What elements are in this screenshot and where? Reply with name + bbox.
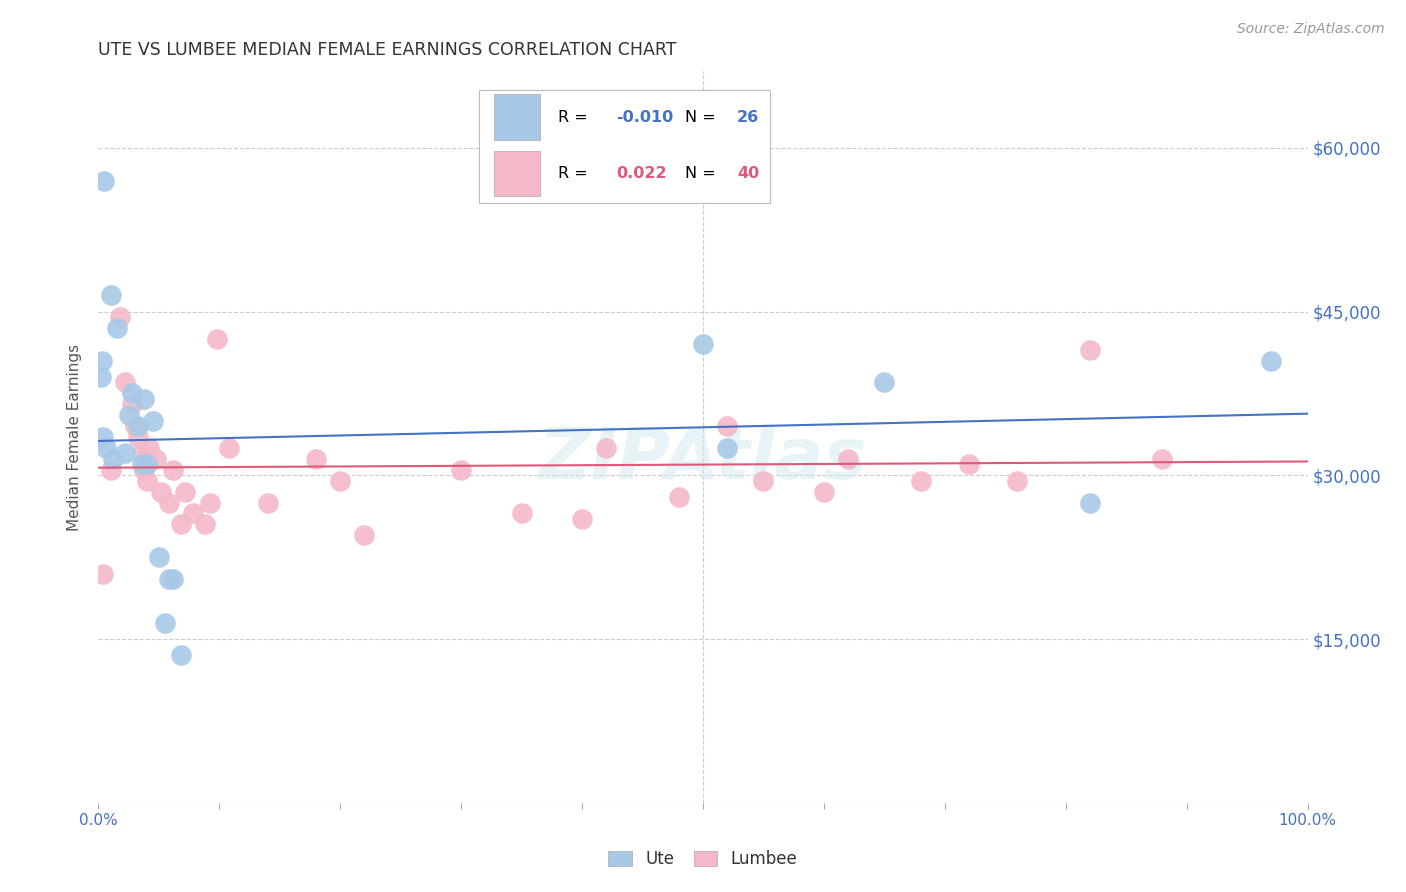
Point (752, 474, 775, 488)
Point (118, 409, 141, 423)
Point (174, 484, 197, 499)
Point (94, 441, 117, 455)
Point (194, 517, 217, 532)
Point (256, 495, 278, 509)
Point (1078, 343, 1101, 357)
Point (510, 507, 533, 521)
Point (127, 419, 149, 434)
Point (135, 458, 157, 472)
Point (353, 528, 375, 542)
Point (114, 376, 136, 390)
Point (716, 441, 738, 455)
Point (148, 550, 170, 565)
Point (135, 474, 157, 488)
Point (124, 419, 146, 434)
Point (121, 386, 143, 401)
Point (813, 484, 835, 499)
Point (91, 430, 114, 444)
Point (205, 332, 228, 346)
FancyBboxPatch shape (494, 95, 540, 140)
Text: UTE VS LUMBEE MEDIAN FEMALE EARNINGS CORRELATION CHART: UTE VS LUMBEE MEDIAN FEMALE EARNINGS COR… (98, 41, 676, 59)
FancyBboxPatch shape (479, 90, 769, 203)
Point (100, 288, 122, 302)
Text: R =: R = (558, 110, 593, 125)
Point (329, 474, 352, 488)
Point (716, 419, 738, 434)
Point (157, 495, 180, 509)
Point (595, 441, 617, 455)
Point (169, 648, 191, 663)
Point (145, 451, 167, 466)
Point (150, 484, 173, 499)
Point (100, 463, 122, 477)
Point (91, 566, 114, 581)
Y-axis label: Median Female Earnings: Median Female Earnings (67, 343, 83, 531)
Point (157, 572, 180, 586)
Text: 26: 26 (737, 110, 759, 125)
Point (134, 463, 156, 477)
Point (131, 446, 153, 460)
Point (198, 495, 221, 509)
Point (131, 458, 153, 472)
Point (218, 441, 240, 455)
Point (169, 517, 191, 532)
Point (108, 310, 131, 324)
Point (1260, 353, 1282, 368)
Point (571, 512, 593, 526)
Point (90, 370, 112, 384)
Point (181, 507, 204, 521)
Point (837, 451, 859, 466)
Point (121, 397, 143, 411)
Point (91, 353, 114, 368)
Text: 0.022: 0.022 (616, 166, 666, 181)
Text: N =: N = (685, 110, 721, 125)
Text: ZIPAtlas: ZIPAtlas (538, 425, 868, 493)
Point (127, 430, 149, 444)
Text: Source: ZipAtlas.com: Source: ZipAtlas.com (1237, 22, 1385, 37)
Point (1007, 474, 1029, 488)
Point (692, 337, 714, 351)
Text: N =: N = (685, 166, 721, 181)
Point (873, 376, 896, 390)
Legend: Ute, Lumbee: Ute, Lumbee (602, 844, 804, 875)
Text: 40: 40 (737, 166, 759, 181)
Point (134, 392, 156, 406)
Point (957, 458, 980, 472)
Point (138, 441, 160, 455)
Text: -0.010: -0.010 (616, 110, 673, 125)
Point (305, 451, 328, 466)
Point (162, 572, 184, 586)
Point (910, 474, 932, 488)
Point (162, 463, 184, 477)
Point (101, 451, 124, 466)
Point (114, 446, 136, 460)
FancyBboxPatch shape (494, 151, 540, 196)
Point (668, 490, 690, 504)
Point (450, 463, 472, 477)
Text: R =: R = (558, 166, 598, 181)
Point (1078, 495, 1101, 509)
Point (105, 321, 128, 335)
Point (1152, 451, 1174, 466)
Point (153, 615, 176, 630)
Point (142, 414, 165, 428)
Point (93, 173, 115, 187)
